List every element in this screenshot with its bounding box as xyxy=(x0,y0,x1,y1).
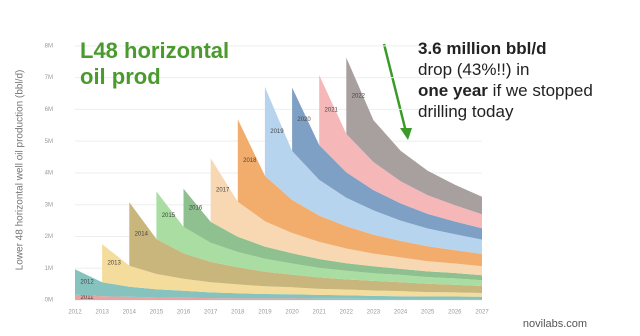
area xyxy=(75,294,482,300)
source: novilabs.com xyxy=(523,318,587,330)
x-tick-label: 2016 xyxy=(177,310,191,316)
arrow-head xyxy=(400,128,412,140)
x-tick-label: 2021 xyxy=(313,310,327,316)
area xyxy=(292,87,482,240)
arrow xyxy=(382,43,408,133)
chart-title: L48 horizontal oil prod xyxy=(80,38,230,89)
y-tick-label: 7M xyxy=(45,75,53,81)
series-label: 2012 xyxy=(80,279,94,285)
y-tick-label: 0M xyxy=(45,298,53,304)
x-tick-label: 2018 xyxy=(231,310,245,316)
series-label: 2020 xyxy=(297,117,311,123)
series-label: 2014 xyxy=(135,232,149,238)
y-tick-label: 5M xyxy=(45,139,53,145)
y-tick-label: 8M xyxy=(45,43,53,49)
series-label: 2017 xyxy=(216,188,230,194)
series-label: 2018 xyxy=(243,158,257,164)
y-tick-label: 6M xyxy=(45,107,53,113)
y-axis-label: Lower 48 horizontal well oil production … xyxy=(15,70,26,271)
area xyxy=(210,158,482,276)
series-label: 2022 xyxy=(352,93,366,99)
annotation-part: one year xyxy=(418,81,488,100)
x-tick-label: 2027 xyxy=(475,310,489,316)
annotation-part: 3.6 million bbl/d xyxy=(418,39,547,58)
x-tick-label: 2022 xyxy=(340,310,354,316)
series-label: 2011 xyxy=(81,295,95,301)
area xyxy=(156,191,482,286)
series-label: 2021 xyxy=(325,108,339,114)
area xyxy=(237,119,482,267)
x-tick-label: 2020 xyxy=(285,310,299,316)
x-tick-label: 2013 xyxy=(95,310,109,316)
x-tick-label: 2025 xyxy=(421,310,435,316)
annotation-part: if we stopped drilling today xyxy=(418,81,593,121)
annotation-part: drop (43%!!) in xyxy=(418,60,530,79)
area xyxy=(264,86,482,254)
y-tick-label: 4M xyxy=(45,171,53,177)
x-tick-label: 2015 xyxy=(150,310,164,316)
annotation: 3.6 million bbl/d drop (43%!!) in one ye… xyxy=(418,38,633,122)
area xyxy=(183,188,482,281)
y-tick-label: 2M xyxy=(45,234,53,240)
area xyxy=(129,202,483,293)
series-label: 2013 xyxy=(107,261,121,267)
series-label: 2016 xyxy=(189,205,203,211)
x-tick-label: 2012 xyxy=(68,310,82,316)
series-label: 2015 xyxy=(162,213,176,219)
area xyxy=(346,57,482,215)
x-tick-label: 2023 xyxy=(367,310,381,316)
y-tick-label: 1M xyxy=(45,266,53,272)
x-tick-label: 2026 xyxy=(448,310,462,316)
area xyxy=(75,269,482,299)
x-tick-label: 2024 xyxy=(394,310,408,316)
y-tick-label: 3M xyxy=(45,202,53,208)
x-tick-label: 2014 xyxy=(123,310,137,316)
x-tick-label: 2017 xyxy=(204,310,218,316)
area xyxy=(319,75,482,229)
series-label: 2019 xyxy=(270,129,284,135)
area xyxy=(102,244,482,297)
x-tick-label: 2019 xyxy=(258,310,272,316)
